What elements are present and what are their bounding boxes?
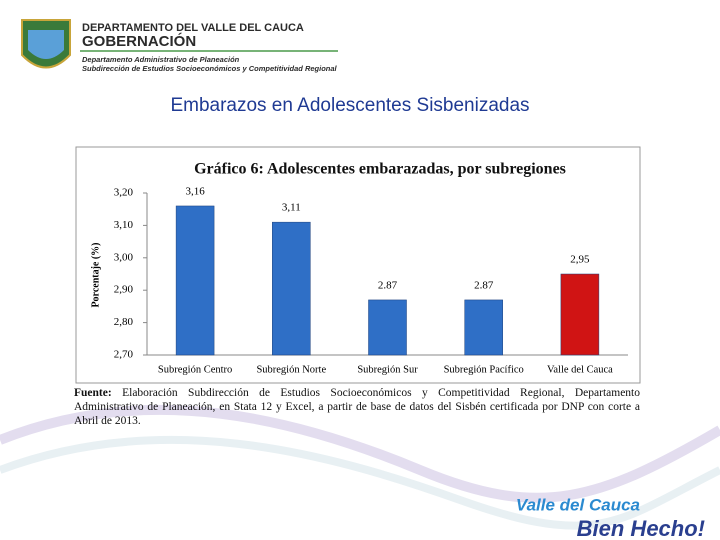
y-tick-label: 3,20 bbox=[114, 187, 134, 199]
x-tick-label: Subregión Pacífico bbox=[444, 364, 524, 375]
slide-title: Embarazos en Adolescentes Sisbenizadas bbox=[170, 95, 529, 116]
source-note: Fuente: Elaboración Subdirección de Estu… bbox=[74, 386, 640, 428]
value-label: 3,16 bbox=[185, 185, 205, 197]
bar bbox=[368, 299, 407, 356]
value-label: 2.87 bbox=[474, 279, 494, 291]
value-label: 2,95 bbox=[570, 254, 590, 266]
y-axis-label: Porcentaje (%) bbox=[90, 242, 101, 307]
y-tick-label: 2,80 bbox=[114, 316, 134, 328]
x-tick-label: Subregión Norte bbox=[256, 364, 326, 375]
logo-text: Bien Hecho! bbox=[577, 516, 705, 540]
x-tick-label: Subregión Centro bbox=[158, 364, 232, 375]
logo-text: Valle del Cauca bbox=[516, 495, 640, 514]
bar bbox=[464, 299, 503, 356]
header-text: DEPARTAMENTO DEL VALLE DEL CAUCA bbox=[82, 22, 304, 34]
bar bbox=[560, 273, 600, 356]
y-tick-label: 2,70 bbox=[114, 349, 134, 361]
y-tick-label: 3,00 bbox=[114, 251, 134, 263]
header-text: GOBERNACIÓN bbox=[82, 32, 196, 50]
y-tick-label: 2,90 bbox=[114, 284, 134, 296]
decor-wave bbox=[0, 435, 720, 530]
x-tick-label: Subregión Sur bbox=[357, 364, 418, 375]
bar bbox=[175, 205, 215, 356]
header-text: Subdirección de Estudios Socioeconómicos… bbox=[82, 64, 338, 73]
source-text: Elaboración Subdirección de Estudios Soc… bbox=[74, 387, 640, 427]
logo-shield-inner bbox=[28, 30, 64, 59]
value-label: 2.87 bbox=[378, 279, 398, 291]
decor-wave bbox=[0, 404, 720, 503]
value-label: 3,11 bbox=[282, 202, 301, 214]
source-label: Fuente: bbox=[74, 387, 112, 399]
y-tick-label: 3,10 bbox=[114, 219, 134, 231]
chart-frame bbox=[75, 146, 641, 384]
chart-title: Gráfico 6: Adolescentes embarazadas, por… bbox=[194, 161, 566, 178]
x-tick-label: Valle del Cauca bbox=[547, 364, 613, 375]
bar bbox=[272, 221, 311, 356]
header-text: Departamento Administrativo de Planeació… bbox=[82, 55, 240, 64]
